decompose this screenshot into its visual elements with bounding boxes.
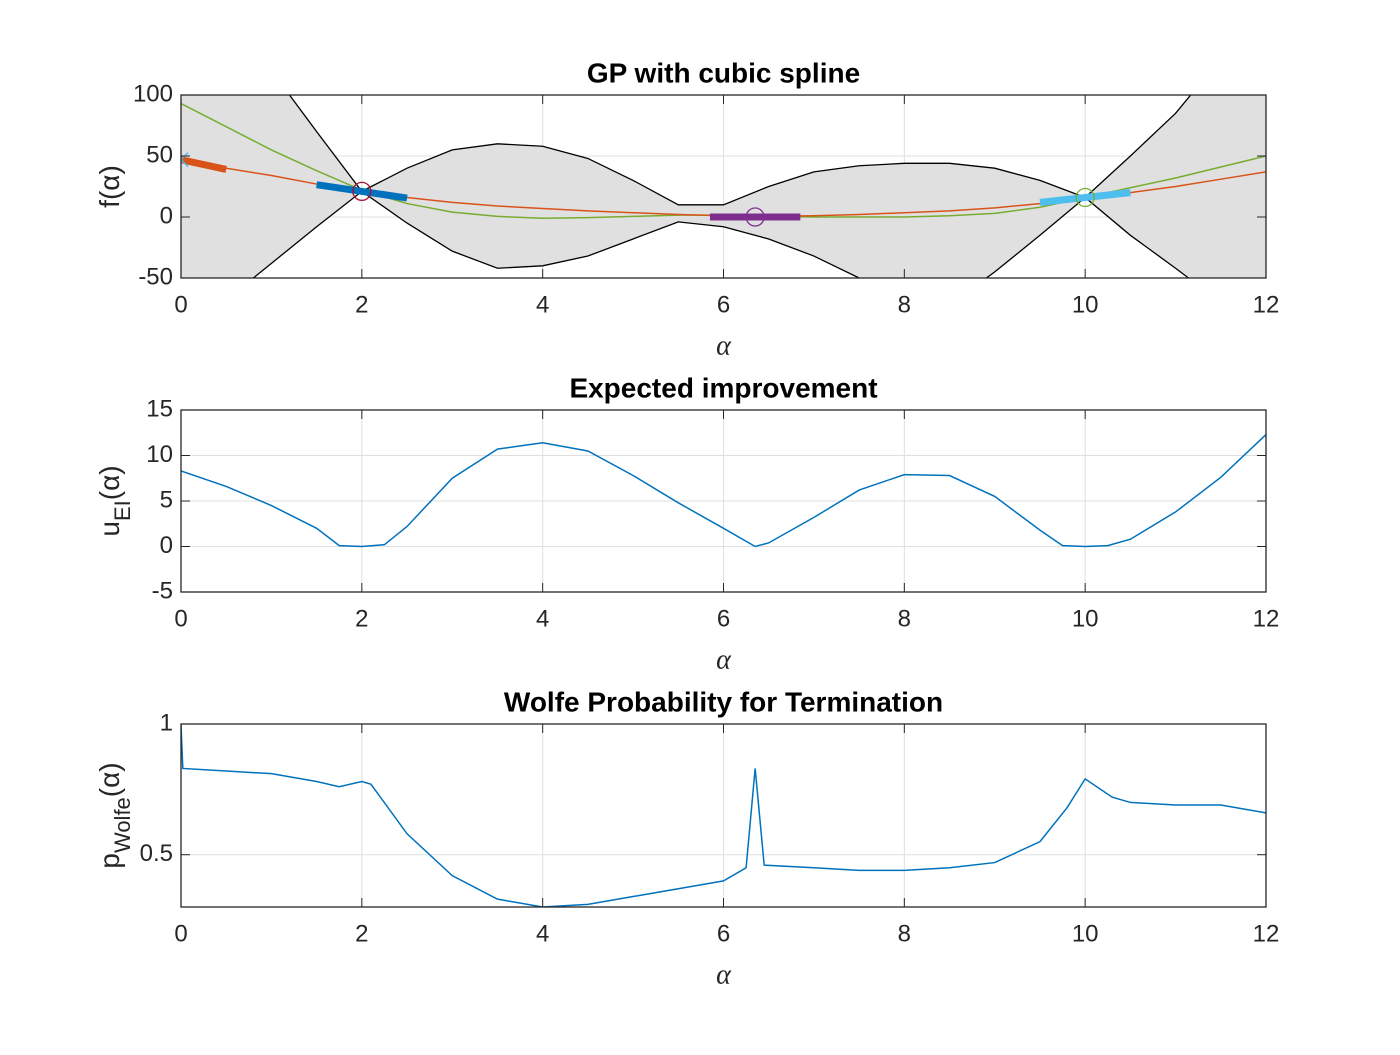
y-tick-label: 0 bbox=[160, 532, 173, 559]
y-axis-label: f(α) bbox=[94, 165, 125, 208]
x-tick-label: 4 bbox=[536, 920, 549, 947]
y-tick-label: -50 bbox=[138, 263, 173, 290]
x-tick-label: 12 bbox=[1253, 291, 1280, 318]
x-tick-label: 4 bbox=[536, 605, 549, 632]
y-tick-label: 10 bbox=[146, 441, 173, 468]
x-tick-label: 2 bbox=[355, 605, 368, 632]
x-tick-label: 8 bbox=[898, 291, 911, 318]
y-tick-label: 15 bbox=[146, 395, 173, 422]
chart-title: Wolfe Probability for Termination bbox=[504, 686, 943, 717]
slope-segment bbox=[181, 156, 227, 173]
x-tick-label: 8 bbox=[898, 920, 911, 947]
y-tick-label: 5 bbox=[160, 486, 173, 513]
plot-area bbox=[181, 724, 1266, 907]
x-tick-label: 0 bbox=[174, 920, 187, 947]
observation-marker bbox=[1075, 187, 1095, 208]
observation-marker bbox=[181, 152, 189, 168]
plot-area bbox=[181, 95, 1266, 278]
slope-segment bbox=[1039, 189, 1131, 206]
x-tick-label: 6 bbox=[717, 605, 730, 632]
plot-area bbox=[181, 410, 1266, 592]
x-tick-label: 8 bbox=[898, 605, 911, 632]
x-tick-label: 2 bbox=[355, 291, 368, 318]
x-tick-label: 6 bbox=[717, 920, 730, 947]
y-axis-label-part: u bbox=[94, 521, 125, 537]
chart-title: Expected improvement bbox=[569, 372, 877, 403]
y-axis-label-part: (α) bbox=[94, 762, 125, 797]
x-tick-label: 0 bbox=[174, 291, 187, 318]
y-axis-label-part: (α) bbox=[94, 465, 125, 500]
x-tick-label: 0 bbox=[174, 605, 187, 632]
y-axis-label-part: Wolfe bbox=[110, 797, 135, 853]
y-axis-label-part: p bbox=[94, 853, 125, 869]
y-tick-label: 1 bbox=[160, 709, 173, 736]
x-tick-label: 4 bbox=[536, 291, 549, 318]
x-tick-label: 6 bbox=[717, 291, 730, 318]
y-tick-label: 100 bbox=[133, 80, 173, 107]
x-tick-label: 12 bbox=[1253, 920, 1280, 947]
data-line bbox=[181, 434, 1266, 548]
y-tick-label: 0.5 bbox=[140, 840, 173, 867]
y-tick-label: 0 bbox=[160, 202, 173, 229]
observation-marker bbox=[352, 181, 372, 202]
x-axis-label: α bbox=[716, 330, 732, 361]
slope-segment bbox=[316, 181, 408, 202]
x-tick-label: 10 bbox=[1072, 605, 1099, 632]
data-line bbox=[181, 724, 1266, 907]
observation-marker bbox=[745, 207, 765, 227]
y-axis-label: uEI(α) bbox=[94, 465, 135, 536]
y-tick-label: -5 bbox=[152, 577, 173, 604]
x-axis-label: α bbox=[716, 644, 732, 675]
confidence-band bbox=[181, 95, 1266, 278]
chart-title: GP with cubic spline bbox=[587, 57, 860, 88]
y-axis-label-part: EI bbox=[110, 500, 135, 521]
y-axis-label-part: f(α) bbox=[94, 165, 125, 208]
y-axis-label: pWolfe(α) bbox=[94, 762, 135, 868]
x-axis-label: α bbox=[716, 959, 732, 990]
x-tick-label: 10 bbox=[1072, 291, 1099, 318]
x-tick-label: 10 bbox=[1072, 920, 1099, 947]
x-tick-label: 12 bbox=[1253, 605, 1280, 632]
x-tick-label: 2 bbox=[355, 920, 368, 947]
y-tick-label: 50 bbox=[146, 141, 173, 168]
